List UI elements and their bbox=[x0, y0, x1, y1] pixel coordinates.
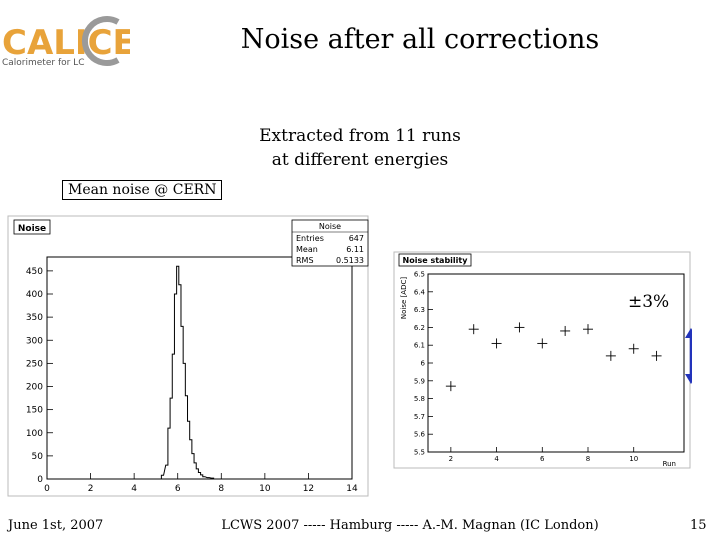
stability-title: Noise stability bbox=[403, 256, 469, 265]
data-point bbox=[605, 350, 616, 361]
stats-mean-value: 6.11 bbox=[346, 245, 364, 254]
subtitle-line: Extracted from 11 runs bbox=[259, 126, 461, 146]
data-point bbox=[468, 324, 479, 335]
stats-box: Noise Entries 647 Mean 6.11 RMS 0.5133 bbox=[291, 219, 369, 267]
data-point bbox=[537, 338, 548, 349]
stats-entries-value: 647 bbox=[349, 234, 364, 243]
x-tick-label: 6 bbox=[540, 455, 545, 463]
y-tick-label: 6 bbox=[421, 360, 426, 368]
stability-xlabel: Run bbox=[663, 460, 676, 468]
y-tick-label: 6.4 bbox=[414, 288, 426, 296]
logo-subtitle: Calorimeter for LC bbox=[2, 58, 85, 68]
x-tick-label: 6 bbox=[175, 484, 181, 494]
y-tick-label: 6.2 bbox=[414, 324, 425, 332]
x-tick-label: 14 bbox=[346, 484, 358, 494]
histogram-title: Noise bbox=[18, 224, 46, 234]
x-tick-label: 4 bbox=[131, 484, 137, 494]
y-tick-label: 6.5 bbox=[414, 271, 425, 279]
y-tick-label: 5.7 bbox=[414, 413, 425, 421]
y-tick-label: 450 bbox=[26, 267, 43, 277]
x-tick-label: 10 bbox=[259, 484, 271, 494]
plus-minus-label: ±3% bbox=[628, 292, 670, 312]
y-tick-label: 250 bbox=[26, 359, 43, 369]
slide-title: Noise after all corrections bbox=[240, 24, 600, 55]
stability-ylabel: Noise [ADC] bbox=[400, 277, 408, 319]
stats-rms-label: RMS bbox=[296, 256, 314, 265]
data-point bbox=[651, 350, 662, 361]
y-tick-label: 6.1 bbox=[414, 342, 425, 350]
data-point bbox=[628, 343, 639, 354]
data-point bbox=[583, 324, 593, 335]
x-tick-label: 0 bbox=[44, 484, 50, 494]
stats-rms-value: 0.5133 bbox=[336, 256, 364, 265]
y-tick-label: 100 bbox=[26, 429, 43, 439]
y-tick-label: 5.8 bbox=[414, 395, 425, 403]
data-point bbox=[491, 338, 502, 349]
y-tick-label: 400 bbox=[26, 290, 43, 300]
slide-subtitle: Extracted from 11 runs at different ener… bbox=[230, 124, 490, 172]
y-tick-label: 200 bbox=[26, 383, 43, 393]
y-tick-label: 6.3 bbox=[414, 306, 425, 314]
stats-mean-label: Mean bbox=[296, 245, 318, 254]
logo-wordmark: CALICE bbox=[2, 23, 130, 63]
x-tick-label: 10 bbox=[629, 455, 638, 463]
y-tick-label: 5.5 bbox=[414, 449, 425, 457]
stats-title: Noise bbox=[319, 222, 341, 231]
y-tick-label: 350 bbox=[26, 313, 43, 323]
x-tick-label: 2 bbox=[88, 484, 94, 494]
histogram-line bbox=[160, 265, 215, 479]
x-tick-label: 4 bbox=[494, 455, 499, 463]
calice-logo: CALICE bbox=[0, 8, 136, 78]
data-point bbox=[560, 325, 571, 336]
logo-arc bbox=[81, 16, 120, 66]
footer-page-number: 15 bbox=[690, 518, 707, 533]
y-tick-label: 5.9 bbox=[414, 377, 425, 385]
y-tick-label: 0 bbox=[37, 475, 43, 485]
x-tick-label: 2 bbox=[449, 455, 453, 463]
noise-histogram: Noise 0 2 4 6 8 10 12 14 0 50 100 150 200 250 300 350 4… bbox=[7, 215, 369, 497]
x-tick-label: 8 bbox=[586, 455, 590, 463]
noise-stability-chart: Noise stability Noise [ADC] Run 2 4 6 8 10 5… bbox=[393, 251, 692, 469]
subtitle-line: at different energies bbox=[271, 150, 449, 170]
x-tick-label: 8 bbox=[218, 484, 224, 494]
y-tick-label: 5.6 bbox=[414, 431, 426, 439]
x-tick-label: 12 bbox=[303, 484, 314, 494]
mean-noise-label: Mean noise @ CERN bbox=[62, 180, 223, 200]
stats-entries-label: Entries bbox=[296, 234, 324, 243]
footer-center: LCWS 2007 ----- Hamburg ----- A.-M. Magn… bbox=[221, 518, 599, 533]
data-point bbox=[514, 322, 525, 333]
data-point bbox=[445, 381, 456, 392]
footer-date: June 1st, 2007 bbox=[8, 518, 104, 533]
range-arrow bbox=[685, 328, 692, 384]
y-tick-label: 150 bbox=[26, 406, 43, 416]
y-tick-label: 300 bbox=[26, 336, 43, 346]
y-tick-label: 50 bbox=[32, 452, 44, 462]
